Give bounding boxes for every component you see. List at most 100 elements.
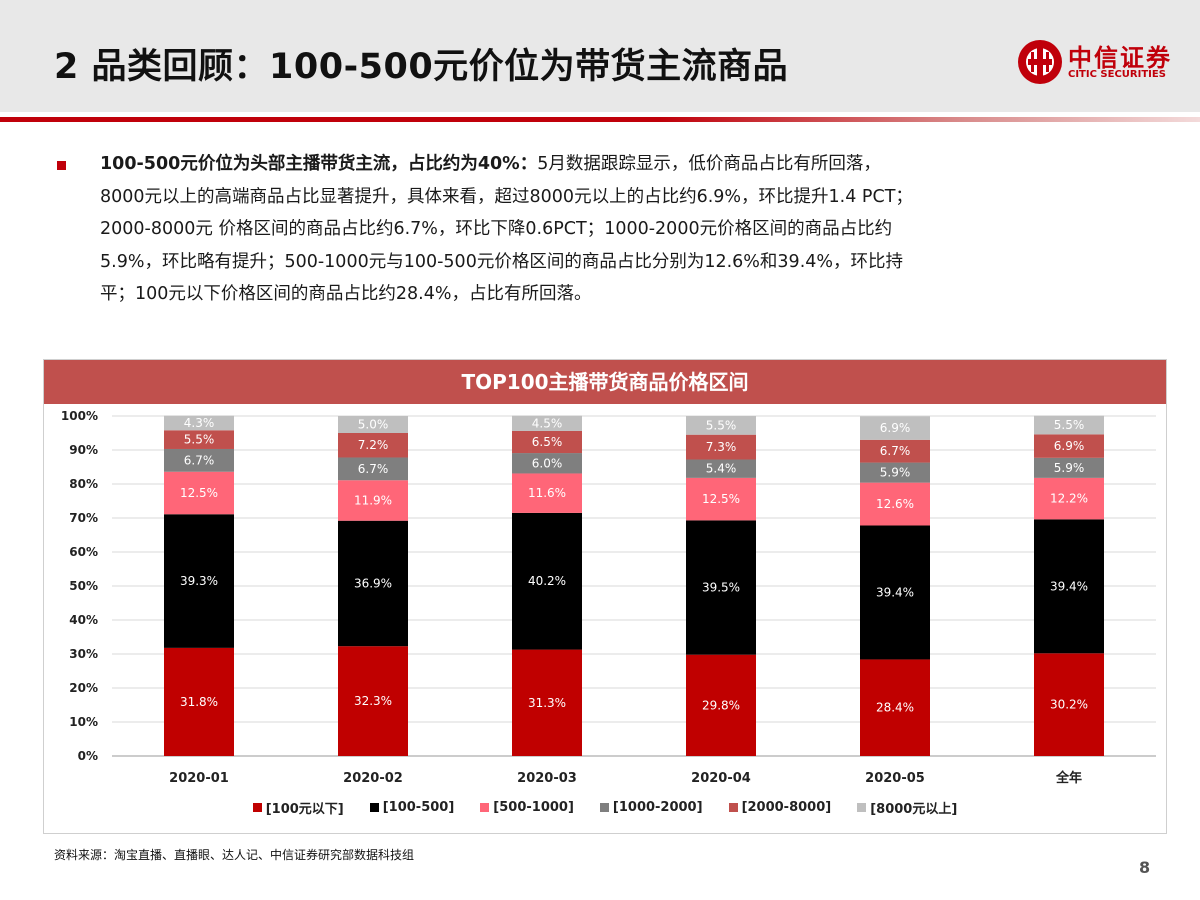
data-label: 6.7%: [880, 444, 911, 458]
bar-segment: [512, 415, 582, 431]
summary-line-2: 8000元以上的高端商品占比显著提升，具体来看，超过8000元以上的占比约6.9…: [100, 186, 913, 207]
legend-item: [500-1000]: [480, 797, 574, 817]
bar-segment: [860, 659, 930, 756]
y-tick-label: 40%: [69, 613, 98, 627]
legend-swatch: [252, 802, 262, 812]
data-label: 6.7%: [184, 453, 215, 467]
data-label: 11.9%: [354, 493, 392, 507]
legend-label: [100-500]: [382, 799, 455, 815]
data-label: 12.2%: [1050, 492, 1088, 506]
y-tick-label: 80%: [69, 477, 98, 491]
legend-swatch: [480, 802, 490, 812]
summary-line-5: 平；100元以下价格区间的商品占比约28.4%，占比有所回落。: [100, 284, 592, 304]
data-label: 6.5%: [532, 435, 563, 449]
data-label: 6.0%: [532, 456, 563, 470]
data-label: 12.5%: [702, 492, 740, 506]
data-label: 39.4%: [1050, 579, 1088, 593]
data-label: 6.9%: [1054, 439, 1085, 453]
data-label: 5.5%: [1054, 418, 1085, 432]
summary-paragraph: 100-500元价位为头部主播带货主流，占比约为40%：5月数据跟踪显示，低价商…: [100, 148, 1162, 311]
bar-segment: [686, 520, 756, 655]
legend-swatch: [599, 802, 609, 812]
chart-title: TOP100主播带货商品价格区间: [44, 360, 1166, 404]
bar-segment: [512, 453, 582, 474]
bar-segment: [338, 520, 408, 647]
y-tick-label: 0%: [78, 749, 98, 763]
legend-item: [100-500]: [369, 797, 455, 817]
bar-segment: [860, 525, 930, 660]
summary-line-1-rest: 5月数据跟踪显示，低价商品占比有所回落，: [537, 154, 881, 174]
bar-segment: [338, 457, 408, 481]
bar-segment: [1034, 477, 1104, 520]
bar-segment: [338, 433, 408, 458]
bar-segment: [164, 415, 234, 431]
data-label: 5.4%: [706, 462, 737, 476]
bar-segment: [686, 477, 756, 521]
bullet-square-icon: [57, 161, 66, 170]
data-label: 5.0%: [358, 418, 389, 432]
page-number: 8: [1139, 858, 1151, 877]
bar-segment: [1034, 415, 1104, 435]
legend-item: [8000元以上]: [857, 797, 957, 817]
header-divider: [0, 117, 1200, 122]
data-label: 36.9%: [354, 576, 392, 590]
data-label: 39.3%: [180, 574, 218, 588]
data-label: 5.5%: [184, 433, 215, 447]
bar-segment: [686, 459, 756, 478]
bar-segment: [164, 448, 234, 472]
legend-swatch: [728, 802, 738, 812]
bar-segment: [686, 416, 756, 435]
logo-text-en: CITIC SECURITIES: [1068, 69, 1166, 80]
data-label: 12.6%: [876, 497, 914, 511]
data-label: 39.5%: [702, 581, 740, 595]
y-tick-label: 90%: [69, 443, 98, 457]
citic-emblem-icon: [1018, 40, 1062, 84]
x-tick-label: 2020-01: [169, 771, 229, 786]
data-label: 39.4%: [876, 585, 914, 599]
data-label: 4.3%: [184, 416, 215, 430]
y-tick-label: 10%: [69, 715, 98, 729]
summary-line-3: 2000-8000元 价格区间的商品占比约6.7%，环比下降0.6PCT；100…: [100, 219, 893, 239]
legend-label: [500-1000]: [493, 799, 574, 815]
x-tick-label: 全年: [1055, 770, 1082, 786]
slide-header: [0, 0, 1200, 112]
bar-segment: [686, 654, 756, 756]
x-tick-label: 2020-03: [517, 771, 577, 786]
legend-label: [1000-2000]: [612, 799, 703, 815]
summary-lead: 100-500元价位为头部主播带货主流，占比约为40%：: [100, 154, 538, 174]
data-label: 5.5%: [706, 418, 737, 432]
y-tick-label: 20%: [69, 681, 98, 695]
y-tick-label: 50%: [69, 579, 98, 593]
bar-segment: [338, 480, 408, 521]
legend-label: [8000元以上]: [870, 801, 958, 817]
data-label: 28.4%: [876, 701, 914, 715]
data-label: 32.3%: [354, 694, 392, 708]
legend-item: [2000-8000]: [728, 797, 832, 817]
data-label: 29.8%: [702, 698, 740, 712]
data-label: 40.2%: [528, 574, 566, 588]
legend-label: [2000-8000]: [741, 799, 832, 815]
logo-text-cn: 中信证券: [1068, 44, 1172, 72]
bar-segment: [338, 416, 408, 433]
bar-segment: [164, 514, 234, 648]
bar-segment: [860, 416, 930, 440]
data-label: 11.6%: [528, 486, 566, 500]
data-label: 31.8%: [180, 695, 218, 709]
slide-title: 2 品类回顾：100-500元价位为带货主流商品: [54, 47, 789, 87]
legend-label: [100元以下]: [265, 801, 344, 817]
x-tick-label: 2020-05: [865, 771, 925, 786]
data-label: 6.9%: [880, 421, 911, 435]
y-tick-label: 70%: [69, 511, 98, 525]
bar-segment: [1034, 653, 1104, 756]
data-label: 5.9%: [1054, 461, 1085, 475]
y-tick-label: 60%: [69, 545, 98, 559]
legend-item: [100元以下]: [252, 797, 344, 817]
data-label: 12.5%: [180, 486, 218, 500]
x-tick-label: 2020-02: [343, 771, 403, 786]
bar-segment: [164, 430, 234, 449]
bar-segment: [1034, 519, 1104, 654]
source-note: 资料来源：淘宝直播、直播眼、达人记、中信证券研究部数据科技组: [54, 848, 415, 862]
legend-item: [1000-2000]: [599, 797, 703, 817]
data-label: 7.3%: [706, 440, 737, 454]
y-tick-label: 100%: [61, 409, 98, 423]
